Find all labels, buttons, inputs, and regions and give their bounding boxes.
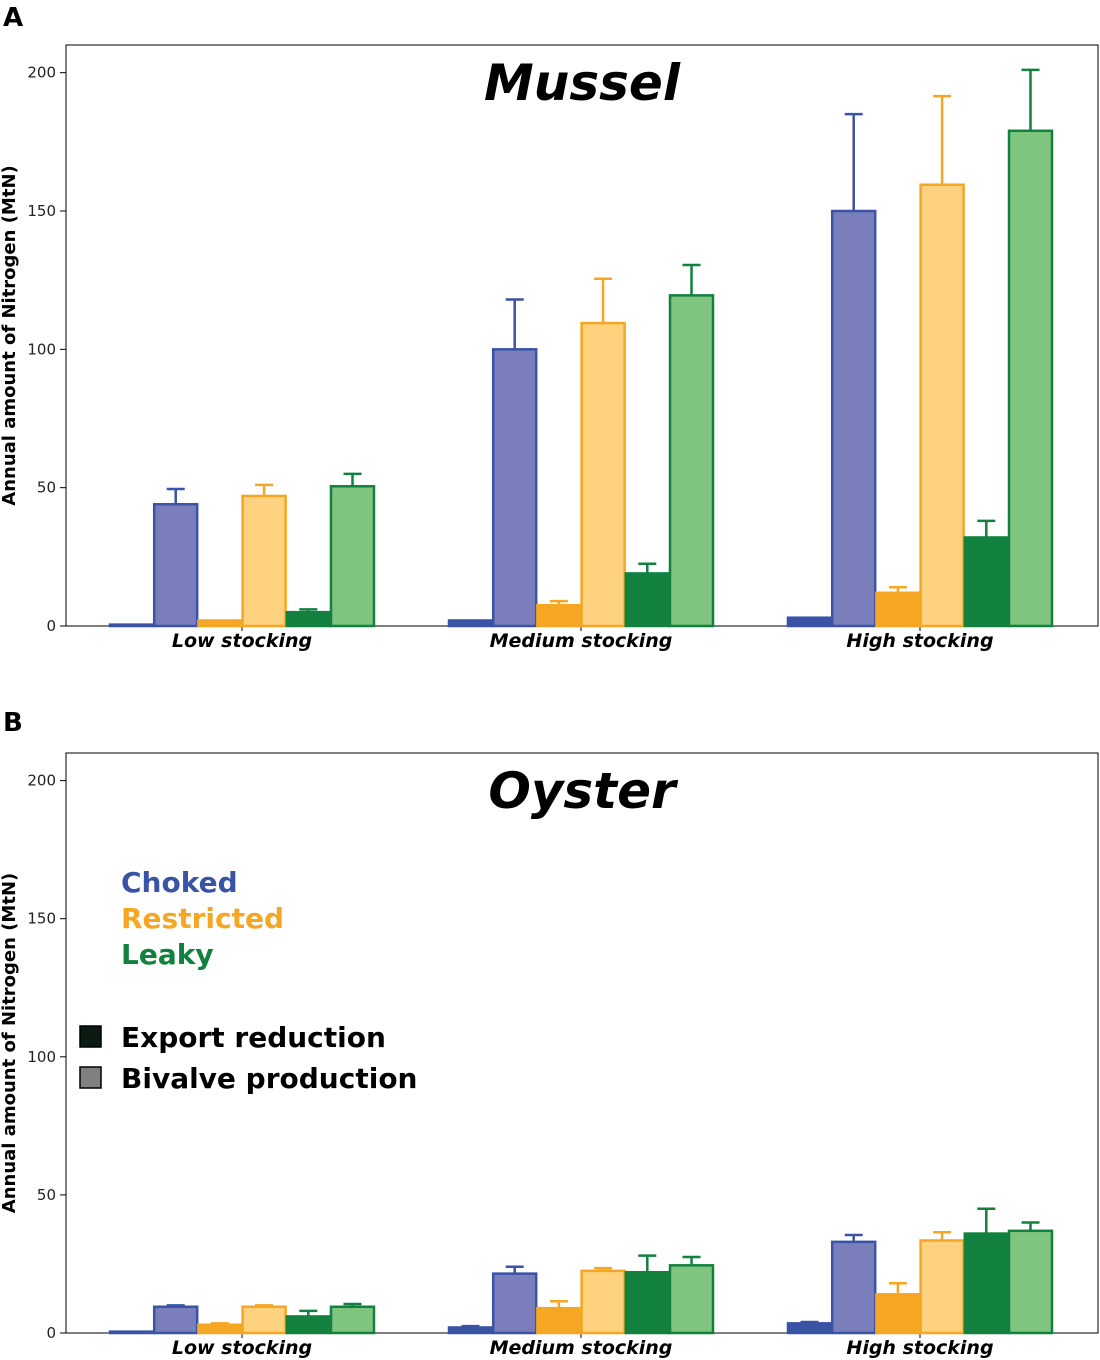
- legend-choked: Choked: [121, 866, 238, 899]
- bar-choked-bivalve-production-high-stocking: [830, 209, 877, 628]
- legend-leaky: Leaky: [121, 938, 214, 971]
- panel-label-b: B: [3, 708, 23, 738]
- y-tick-label: 50: [37, 1186, 56, 1204]
- chart-mussel: 0 50 100 150 200 Annual amount of Nitrogen (M…: [0, 44, 1099, 652]
- bar-leaky-export-reduction-high-stocking: [963, 1232, 1010, 1335]
- bar-leaky-export-reduction-high-stocking: [963, 536, 1010, 628]
- bar-restricted-bivalve-production-high-stocking: [919, 1239, 965, 1335]
- y-tick-label: 0: [46, 1324, 56, 1342]
- x-tick-label-high-stocking: High stocking: [846, 1337, 993, 1359]
- bar-leaky-export-reduction-low-stocking: [285, 1315, 332, 1335]
- bar-restricted-bivalve-production-high-stocking: [919, 183, 965, 628]
- chart-title: Oyster: [488, 762, 679, 820]
- x-tick-label-high-stocking: High stocking: [846, 630, 993, 652]
- bar-leaky-bivalve-production-high-stocking: [1007, 1229, 1054, 1335]
- bar-restricted-export-reduction-low-stocking: [197, 619, 243, 628]
- bar-restricted-bivalve-production-low-stocking: [241, 1305, 287, 1335]
- chart-title: Mussel: [484, 54, 681, 112]
- bar-leaky-bivalve-production-medium-stocking: [668, 1264, 715, 1335]
- bar-leaky-export-reduction-medium-stocking: [624, 1270, 671, 1335]
- bar-choked-bivalve-production-medium-stocking: [491, 348, 538, 628]
- y-axis-label: Annual amount of Nitrogen (MtN): [0, 873, 20, 1213]
- bar-choked-bivalve-production-high-stocking: [830, 1240, 877, 1335]
- bar-choked-export-reduction-low-stocking: [108, 1330, 155, 1335]
- bar-choked-export-reduction-medium-stocking: [447, 619, 494, 628]
- legend-swatch-bivalve-production: [79, 1066, 102, 1089]
- bar-restricted-bivalve-production-medium-stocking: [580, 321, 626, 628]
- bar-choked-export-reduction-high-stocking: [786, 1322, 833, 1335]
- y-tick-label: 50: [37, 479, 56, 497]
- y-tick-label: 0: [46, 617, 56, 635]
- bar-leaky-bivalve-production-medium-stocking: [668, 294, 715, 628]
- legend-bivalve-production: Bivalve production: [121, 1062, 418, 1095]
- x-tick-label-low-stocking: Low stocking: [172, 1337, 312, 1359]
- bar-restricted-export-reduction-low-stocking: [197, 1323, 243, 1335]
- bar-restricted-export-reduction-medium-stocking: [536, 1306, 582, 1335]
- y-tick-label: 200: [27, 64, 56, 82]
- y-tick-label: 100: [27, 1048, 56, 1066]
- bar-choked-export-reduction-medium-stocking: [447, 1326, 494, 1335]
- legend-export-reduction: Export reduction: [121, 1021, 386, 1054]
- x-tick-label-medium-stocking: Medium stocking: [490, 630, 673, 652]
- panel-label-a: A: [3, 3, 24, 33]
- bar-leaky-bivalve-production-low-stocking: [329, 485, 376, 628]
- x-tick-label-medium-stocking: Medium stocking: [490, 1337, 673, 1359]
- bar-leaky-export-reduction-low-stocking: [285, 610, 332, 628]
- bar-choked-bivalve-production-low-stocking: [152, 1305, 199, 1335]
- bar-leaky-bivalve-production-high-stocking: [1007, 129, 1054, 628]
- bar-restricted-bivalve-production-medium-stocking: [580, 1269, 626, 1335]
- y-tick-label: 150: [27, 910, 56, 928]
- bar-choked-bivalve-production-low-stocking: [152, 503, 199, 628]
- bar-leaky-bivalve-production-low-stocking: [329, 1305, 376, 1335]
- legend-restricted: Restricted: [121, 902, 284, 935]
- bar-leaky-export-reduction-medium-stocking: [624, 572, 671, 628]
- bar-choked-bivalve-production-medium-stocking: [491, 1272, 538, 1335]
- legend-swatch-export-reduction: [79, 1025, 102, 1048]
- y-axis-label: Annual amount of Nitrogen (MtN): [0, 165, 20, 505]
- y-tick-label: 100: [27, 340, 56, 358]
- bar-choked-export-reduction-high-stocking: [786, 616, 833, 628]
- bar-restricted-export-reduction-medium-stocking: [536, 604, 582, 628]
- bar-choked-export-reduction-low-stocking: [108, 623, 155, 628]
- bar-restricted-export-reduction-high-stocking: [875, 1293, 921, 1335]
- bar-restricted-bivalve-production-low-stocking: [241, 494, 287, 628]
- y-tick-label: 200: [27, 772, 56, 790]
- bar-restricted-export-reduction-high-stocking: [875, 591, 921, 628]
- x-tick-label-low-stocking: Low stocking: [172, 630, 312, 652]
- y-tick-label: 150: [27, 202, 56, 220]
- chart-oyster: 0 50 100 150 200 Annual amount of Nitrogen (M…: [0, 752, 1099, 1359]
